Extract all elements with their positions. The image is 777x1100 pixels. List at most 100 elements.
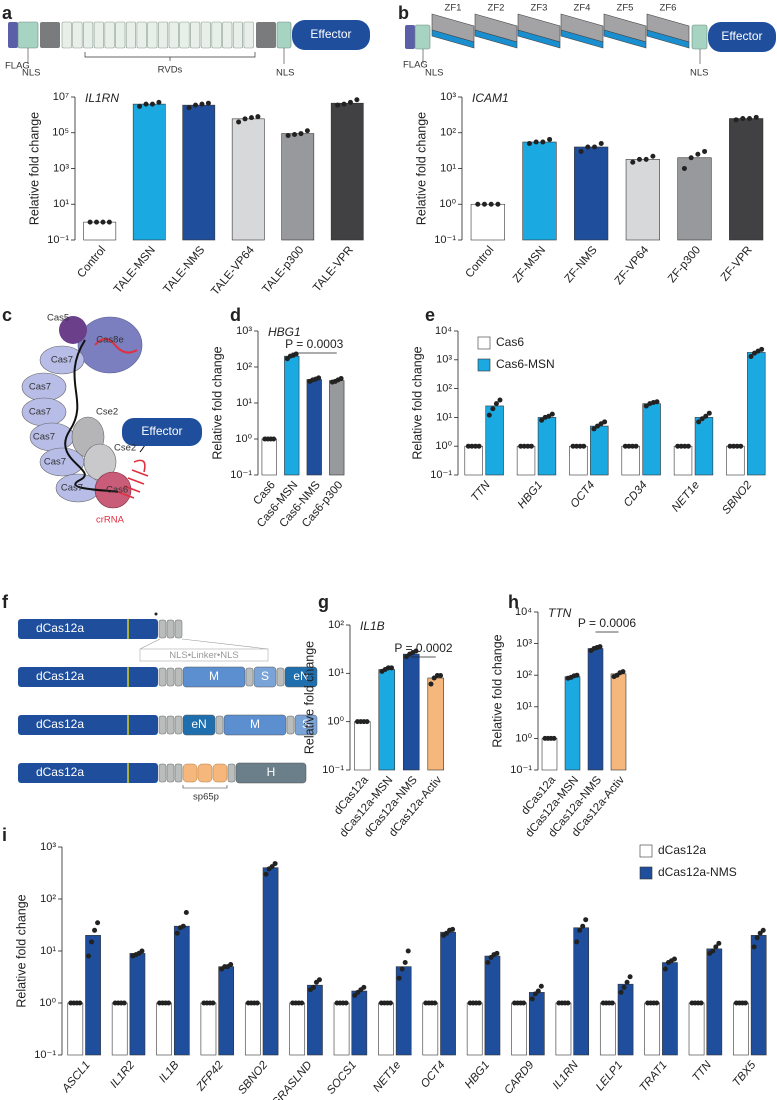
replicate-dot — [92, 927, 98, 933]
cas8e-label: Cas8e — [96, 335, 123, 346]
x-tick-label: ZF-MSN — [511, 244, 548, 285]
bar — [333, 1002, 350, 1056]
x-tick-label: IL1B — [157, 1059, 182, 1085]
replicate-dot — [272, 861, 278, 867]
zf-underside — [560, 29, 604, 49]
replicate-dot — [738, 443, 744, 449]
rvd-box — [147, 21, 158, 49]
bar — [729, 118, 764, 241]
bar — [733, 1002, 749, 1056]
x-tick-label: ZF-NMS — [563, 244, 600, 285]
rvd-bracket — [84, 52, 256, 61]
bar — [329, 380, 345, 476]
replicate-dot — [428, 681, 434, 687]
replicate-dot — [662, 966, 668, 972]
bar — [218, 966, 235, 1056]
rvd-box — [93, 21, 104, 49]
replicate-dot — [271, 436, 277, 442]
y-tick-label: 10¹ — [53, 198, 69, 210]
dcas12a-label: dCas12a — [36, 621, 84, 635]
flag-label: FLAG — [5, 61, 30, 72]
replicate-dot — [734, 443, 740, 449]
flag-box — [405, 25, 415, 49]
replicate-dot — [100, 219, 106, 225]
replicate-dot — [633, 443, 639, 449]
replicate-dot — [149, 101, 155, 107]
cas7 — [39, 345, 85, 375]
cas7-label: Cas7 — [51, 355, 73, 366]
replicate-dot — [488, 201, 494, 207]
y-tick-label: 10² — [328, 619, 344, 631]
replicate-dot — [592, 144, 598, 150]
p-value: P = 0.0006 — [578, 616, 636, 630]
replicate-dot — [343, 1000, 349, 1006]
replicate-dot — [574, 672, 580, 678]
replicate-dot — [753, 114, 759, 120]
x-tick-label: Control — [75, 244, 108, 280]
domain-box — [294, 714, 318, 736]
bar — [644, 1002, 661, 1056]
replicate-dot — [577, 443, 583, 449]
bar — [694, 417, 714, 476]
replicate-dot — [760, 927, 766, 933]
nls-label: NLS — [22, 68, 40, 79]
gene-title: ICAM1 — [472, 91, 509, 105]
bar — [569, 445, 588, 476]
replicate-dot — [759, 346, 765, 352]
y-tick-label: 10³ — [440, 91, 456, 103]
bar — [111, 1002, 128, 1056]
replicate-dot — [583, 917, 589, 923]
bar — [555, 1002, 572, 1056]
nls-box — [158, 619, 167, 639]
cse2-label: Cse2 — [114, 443, 136, 454]
bar — [466, 1002, 483, 1056]
domain-box — [182, 714, 216, 736]
panel-letter: i — [2, 825, 7, 845]
replicate-dot — [751, 944, 757, 950]
replicate-dot — [364, 719, 370, 725]
x-tick-label: ZFP42 — [194, 1059, 226, 1094]
replicate-dot — [180, 923, 186, 929]
replicate-dot — [754, 935, 760, 941]
y-tick-label: 10⁴ — [435, 325, 452, 337]
y-tick-label: 10² — [516, 669, 532, 681]
bar — [289, 1002, 306, 1056]
legend-label: dCas12a — [658, 843, 706, 857]
replicate-dot — [263, 871, 269, 877]
bar — [378, 1002, 394, 1056]
nls-box — [158, 667, 167, 687]
replicate-dot — [602, 419, 608, 425]
bar — [528, 992, 545, 1056]
linker-box — [256, 22, 276, 48]
replicate-dot — [205, 100, 211, 106]
replicate-dot — [528, 443, 534, 449]
x-tick-label: IL1R2 — [108, 1059, 137, 1091]
replicate-dot — [591, 426, 597, 432]
legend-swatch — [477, 336, 491, 350]
bar — [625, 159, 660, 241]
replicate-dot — [316, 375, 322, 381]
replicate-dot — [494, 950, 500, 956]
x-tick-label: SBNO2 — [720, 479, 755, 517]
replicate-dot — [578, 148, 584, 154]
replicate-dot — [310, 984, 316, 990]
dcas12a-label: dCas12a — [36, 717, 84, 731]
replicate-dot — [538, 983, 544, 989]
cas7-label: Cas7 — [44, 457, 66, 468]
bar — [537, 417, 557, 476]
x-tick-label: OCT4 — [419, 1059, 448, 1090]
replicate-dot — [521, 1000, 527, 1006]
bar — [750, 935, 767, 1056]
replicate-dot — [699, 416, 705, 422]
replicate-dot — [671, 956, 677, 962]
nls-box — [174, 619, 183, 639]
domain-label: eN — [293, 669, 308, 683]
replicate-dot — [242, 116, 248, 122]
replicate-dot — [490, 406, 496, 412]
legend-label: Cas6 — [496, 335, 524, 349]
bar — [485, 405, 504, 476]
replicate-dot — [733, 117, 739, 123]
replicate-dot — [539, 417, 545, 423]
replicate-dot — [620, 669, 626, 675]
